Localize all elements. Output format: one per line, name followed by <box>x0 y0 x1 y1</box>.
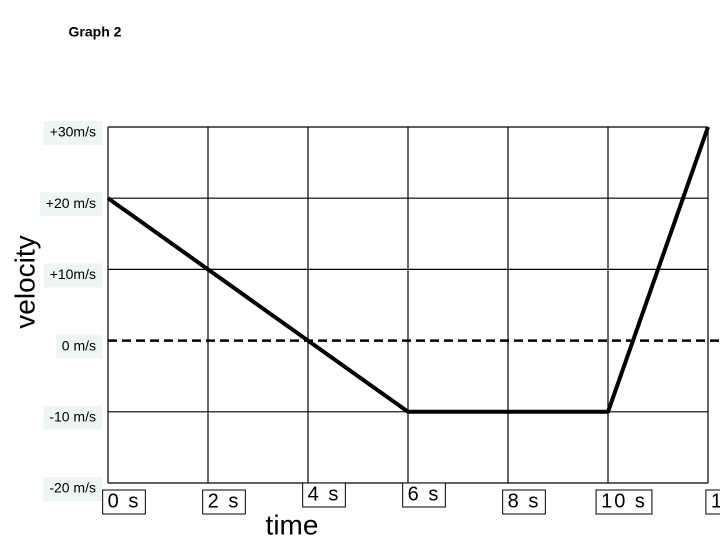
x-tick-label: 6 s <box>408 483 441 505</box>
x-tick-label: 8 s <box>508 490 541 512</box>
chart-title: Graph 2 <box>69 24 122 40</box>
y-tick-label: -20 m/s <box>49 480 96 496</box>
x-tick-box <box>202 489 246 515</box>
y-tick-label: +20 m/s <box>46 195 96 211</box>
x-tick-label: 0 s <box>108 490 141 512</box>
x-tick-label: 4 s <box>308 483 341 505</box>
x-tick-box <box>502 489 546 515</box>
x-tick-box <box>302 482 346 508</box>
x-tick-box <box>595 489 653 515</box>
y-tick-label: +10m/s <box>50 266 96 282</box>
x-tick-box <box>705 489 720 515</box>
x-tick-label: 2 s <box>208 490 241 512</box>
y-tick-label: -10 m/s <box>49 409 96 425</box>
x-tick-box <box>102 489 146 515</box>
y-tick-box <box>43 263 102 288</box>
y-tick-box <box>43 477 102 501</box>
x-tick-box <box>402 482 446 508</box>
y-tick-box <box>43 405 102 430</box>
x-axis-label: time <box>266 509 319 540</box>
y-tick-label: 0 m/s <box>62 337 96 353</box>
x-tick-label: 10 s <box>601 490 647 512</box>
x-tick-label: 12 <box>711 490 720 512</box>
y-tick-box <box>43 121 102 145</box>
y-axis-label: velocity <box>9 235 40 328</box>
data-line <box>106 126 710 414</box>
y-tick-label: +30m/s <box>50 124 96 140</box>
y-tick-box <box>55 334 102 359</box>
y-tick-box <box>39 192 102 217</box>
